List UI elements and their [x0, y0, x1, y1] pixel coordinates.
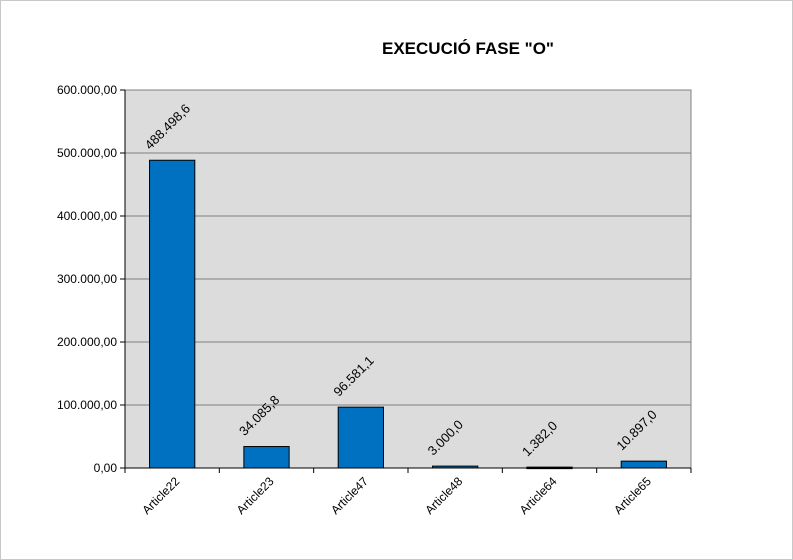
- x-tick-label: Article64: [517, 474, 560, 517]
- y-tick-label: 600.000,00: [57, 83, 117, 97]
- x-tick-label: Article65: [611, 474, 654, 517]
- y-tick-label: 500.000,00: [57, 146, 117, 160]
- bar-article23: [243, 446, 290, 469]
- x-tick-label: Article47: [328, 474, 371, 517]
- y-tick-labels: 0,00 100.000,00 200.000,00 300.000,00 400.00…: [57, 83, 117, 475]
- bar-article65: [620, 460, 667, 469]
- y-tick-label: 200.000,00: [57, 335, 117, 349]
- x-tick-label: Article48: [422, 474, 465, 517]
- bars: [149, 159, 667, 470]
- x-tick-labels: Article22 Article23 Article47 Article48 Arti…: [139, 474, 654, 517]
- gridlines: [125, 89, 691, 406]
- chart-title: EXECUCIÓ FASE "O": [382, 39, 554, 58]
- x-tick-label: Article22: [139, 474, 182, 517]
- bar-article47: [337, 406, 384, 469]
- bar-article22: [149, 159, 196, 469]
- axes: [120, 89, 692, 473]
- y-tick-label: 100.000,00: [57, 398, 117, 412]
- y-tick-label: 300.000,00: [57, 272, 117, 286]
- y-tick-label: 400.000,00: [57, 209, 117, 223]
- y-tick-label: 0,00: [94, 461, 118, 475]
- x-tick-label: Article23: [234, 474, 277, 517]
